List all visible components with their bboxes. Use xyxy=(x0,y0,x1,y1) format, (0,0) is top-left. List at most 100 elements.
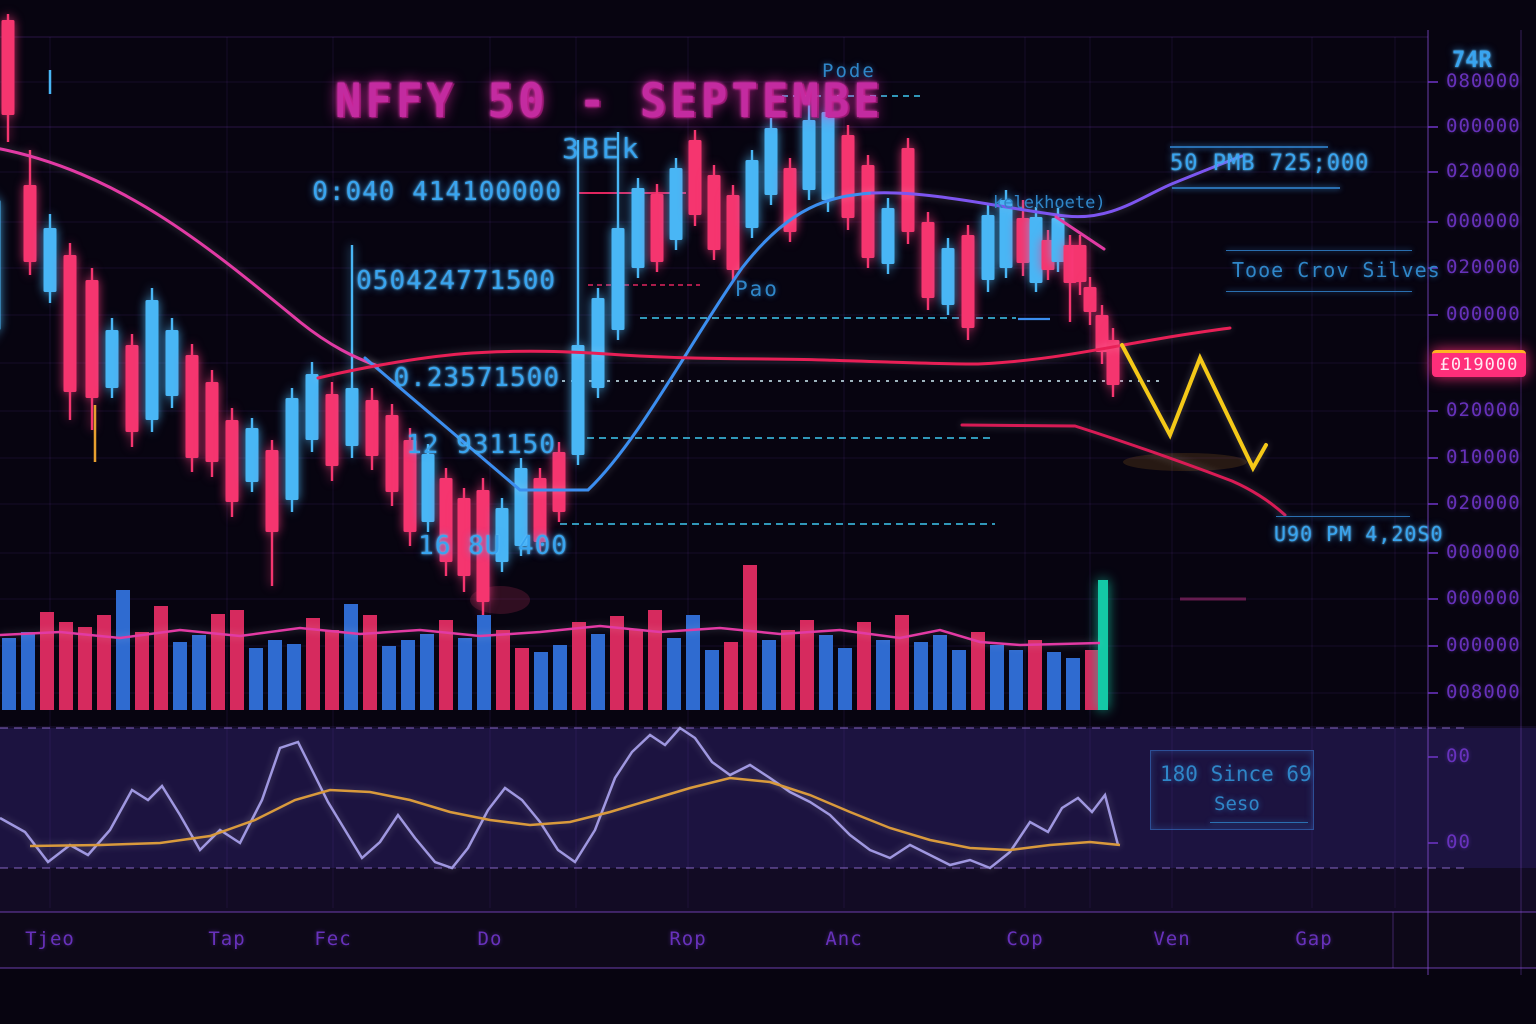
candle-down xyxy=(861,155,875,268)
candle-down xyxy=(457,488,471,592)
volume-bar xyxy=(933,635,947,710)
right-axis-ticks xyxy=(1428,81,1438,844)
right-axis-tick-label: 000000 xyxy=(1446,634,1521,656)
candle-up xyxy=(591,288,605,398)
volume-bar xyxy=(268,640,282,710)
callout-line xyxy=(1172,187,1340,189)
volume-bar xyxy=(515,648,529,710)
x-axis-label: Anc xyxy=(825,928,863,950)
candle-down xyxy=(921,212,935,310)
candle-up xyxy=(0,200,1,330)
candle-up xyxy=(821,88,835,212)
ma-purple-right xyxy=(870,154,1244,219)
candle-down xyxy=(385,404,399,506)
candle-down xyxy=(1,14,15,142)
volume-bar xyxy=(610,616,624,710)
ma-blue-v xyxy=(363,191,874,492)
candle-down xyxy=(707,165,721,260)
volume-bar xyxy=(743,565,757,710)
candle-down xyxy=(841,125,855,230)
pode-annotation: Pode xyxy=(822,60,876,82)
candle-up xyxy=(981,205,995,292)
indicator-line-orange xyxy=(29,776,1121,852)
indicator-panel-band xyxy=(0,728,1536,868)
volume-bar xyxy=(1085,650,1099,710)
callout-line xyxy=(1226,250,1412,251)
indicator-line-lavender xyxy=(0,726,1120,870)
x-axis-label: Tap xyxy=(208,928,246,950)
volume-bar xyxy=(857,622,871,710)
right-axis-tick-label: 000000 xyxy=(1446,210,1521,232)
candle-up xyxy=(421,444,435,532)
volume-bar xyxy=(591,634,605,710)
x-axis-strip xyxy=(0,912,1536,968)
x-axis-label: Cop xyxy=(1006,928,1044,950)
candle-up xyxy=(245,418,259,492)
candle-up xyxy=(495,498,509,572)
volume-bar xyxy=(914,642,928,710)
price-level-label: 12 931150 xyxy=(406,430,556,460)
volume-series xyxy=(2,565,1108,710)
right-axis-tick-label: 00 xyxy=(1446,831,1471,853)
x-axis-label: Gap xyxy=(1295,928,1333,950)
volume-bar xyxy=(116,590,130,710)
candle-up xyxy=(1029,207,1043,292)
callout-line xyxy=(1210,822,1308,823)
volume-bar xyxy=(78,627,92,710)
volume-bar xyxy=(686,615,700,710)
candle-up xyxy=(285,388,299,512)
candle-down xyxy=(265,440,279,586)
candle-down xyxy=(783,158,797,242)
right-axis-tick-label: 020000 xyxy=(1446,256,1521,278)
candle-down xyxy=(205,370,219,477)
volume-bar xyxy=(1028,640,1042,710)
pmb-callout: 50 PMB 725;000 xyxy=(1170,151,1370,176)
u90-callout: U90 PM 4,20S0 xyxy=(1274,522,1444,546)
volume-bar xyxy=(401,640,415,710)
candle-down xyxy=(961,225,975,340)
candle-down xyxy=(325,382,339,481)
volume-bar xyxy=(572,622,586,710)
zigzag-yellow xyxy=(1120,343,1268,473)
candle-down xyxy=(125,334,139,447)
right-axis-tick-label: 010000 xyxy=(1446,446,1521,468)
candle-down xyxy=(533,468,547,552)
candle-down xyxy=(1073,235,1087,295)
candle-down xyxy=(901,138,915,244)
right-axis-tick-label: 00 xyxy=(1446,745,1471,767)
candle-down xyxy=(1106,328,1120,397)
candle-up xyxy=(881,198,895,274)
volume-bar xyxy=(724,642,738,710)
candle-down xyxy=(1083,277,1097,325)
since-box xyxy=(1150,750,1314,830)
candle-down xyxy=(726,185,740,282)
price-level-label: 0:040 414100000 xyxy=(312,177,562,207)
candle-up xyxy=(745,150,759,238)
volume-bar xyxy=(420,634,434,710)
volume-bar xyxy=(1047,652,1061,710)
volume-bar xyxy=(135,632,149,710)
right-axis-tick-label: 000000 xyxy=(1446,303,1521,325)
last-price-badge: £019000 xyxy=(1432,350,1526,377)
since-box-line1: 180 Since 69 xyxy=(1160,762,1312,786)
candle-up xyxy=(999,190,1013,278)
volume-bar xyxy=(876,640,890,710)
volume-bar xyxy=(59,622,73,710)
right-axis-tick-label: 020000 xyxy=(1446,160,1521,182)
callout-line xyxy=(1226,291,1412,292)
price-level-label: 0.23571500 xyxy=(393,363,560,393)
right-axis-tick-label: 008000 xyxy=(1446,681,1521,703)
volume-bar xyxy=(477,615,491,710)
volume-bar xyxy=(97,615,111,710)
candle-up xyxy=(345,245,359,458)
volume-bar xyxy=(990,645,1004,710)
candle-down xyxy=(403,428,417,546)
candle-down xyxy=(552,442,566,522)
right-axis-tick-label: 000000 xyxy=(1446,541,1521,563)
candle-up xyxy=(631,178,645,278)
crov-callout: Tooe Crov Silves xyxy=(1232,258,1441,282)
price-level-label: 050424771500 xyxy=(356,266,556,296)
candle-down xyxy=(688,130,702,226)
callout-line xyxy=(1170,146,1328,148)
